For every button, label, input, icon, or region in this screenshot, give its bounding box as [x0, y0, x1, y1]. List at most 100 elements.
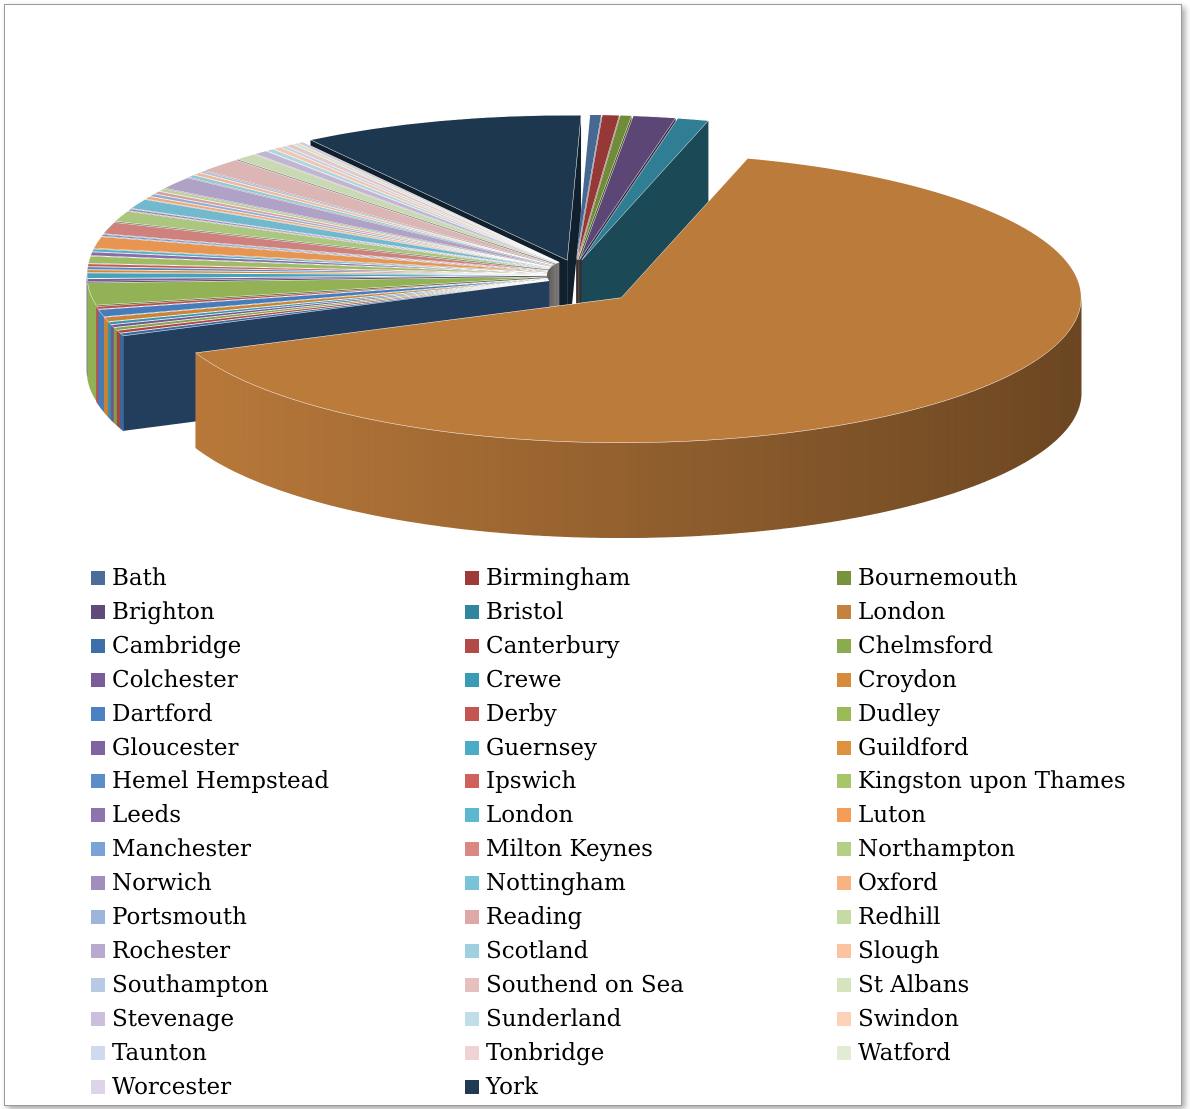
legend-swatch [465, 910, 479, 924]
legend-swatch [91, 740, 105, 755]
legend-label: Bournemouth [858, 565, 1018, 591]
legend-item: London [465, 800, 573, 830]
legend-label: Brighton [112, 598, 215, 625]
legend-item: Worcester [91, 1072, 231, 1102]
legend-swatch [91, 977, 105, 992]
pie-chart [86, 114, 1082, 539]
legend-item: Manchester [91, 834, 251, 864]
legend-swatch [91, 774, 105, 789]
legend-label: Gloucester [112, 734, 239, 761]
legend-label: Scotland [486, 937, 589, 964]
legend-swatch [91, 672, 105, 687]
legend-label: London [858, 598, 946, 625]
legend-label: Bath [112, 565, 167, 591]
legend-item: Ipswich [465, 766, 576, 796]
legend-swatch [91, 706, 105, 721]
legend-label: Northampton [858, 836, 1016, 863]
legend-swatch [465, 842, 479, 857]
legend-label: Norwich [112, 870, 212, 897]
legend-swatch [837, 876, 851, 891]
legend-swatch [837, 571, 851, 585]
legend-item: Oxford [837, 868, 938, 898]
legend-swatch [91, 571, 105, 585]
legend-swatch [91, 842, 105, 857]
legend-label: Southend on Sea [486, 971, 684, 998]
legend-swatch [465, 808, 479, 823]
legend-swatch [465, 1045, 479, 1060]
legend-item: Leeds [91, 800, 181, 830]
legend-label: Guernsey [486, 734, 598, 761]
legend-swatch [465, 604, 479, 619]
legend-item: Watford [837, 1038, 951, 1068]
legend-swatch [465, 943, 479, 958]
legend-item: Birmingham [465, 563, 630, 593]
legend-swatch [837, 774, 851, 789]
legend-item: Scotland [465, 936, 588, 966]
legend-label: York [486, 1073, 538, 1100]
legend-label: Hemel Hempstead [112, 768, 330, 795]
legend-swatch [91, 876, 105, 891]
legend-item: Colchester [91, 665, 238, 695]
legend-swatch [91, 1079, 105, 1094]
legend-swatch [465, 876, 479, 891]
legend-item: Stevenage [91, 1004, 234, 1034]
legend-swatch [837, 943, 851, 958]
legend-item: Bristol [465, 597, 564, 627]
legend-label: Derby [486, 700, 557, 727]
legend-label: Bristol [486, 598, 564, 625]
legend-swatch [91, 943, 105, 958]
legend-item: Cambridge [91, 631, 241, 661]
legend-item: Bath [91, 563, 167, 593]
legend-item: Rochester [91, 936, 230, 966]
legend-label: Manchester [112, 836, 252, 863]
legend-label: Canterbury [486, 632, 620, 659]
legend-label: Reading [486, 904, 583, 930]
legend-swatch [837, 977, 851, 992]
legend-swatch [837, 740, 851, 755]
legend-label: Swindon [858, 1005, 959, 1032]
legend-swatch [837, 910, 851, 924]
legend-item: Canterbury [465, 631, 620, 661]
legend-swatch [91, 1045, 105, 1060]
legend-label: Chelmsford [858, 632, 994, 659]
legend-item: Derby [465, 699, 557, 729]
legend-swatch [465, 1011, 479, 1026]
legend-label: Luton [858, 802, 926, 829]
legend-item: Tonbridge [465, 1038, 604, 1068]
legend-item: Portsmouth [91, 902, 247, 932]
legend-label: Kingston upon Thames [858, 768, 1126, 795]
legend-label: Ipswich [486, 768, 577, 795]
legend-swatch [837, 842, 851, 857]
legend-label: Colchester [112, 666, 238, 693]
legend-swatch [837, 706, 851, 721]
legend-swatch [465, 638, 479, 653]
legend-swatch [837, 638, 851, 653]
legend-swatch [837, 1045, 851, 1060]
legend-item: York [465, 1072, 538, 1102]
legend-swatch [465, 1079, 479, 1094]
legend-item: Hemel Hempstead [91, 766, 329, 796]
legend-item: Dudley [837, 699, 940, 729]
legend-item: Redhill [837, 902, 941, 932]
legend-swatch [465, 672, 479, 687]
legend-label: Sunderland [486, 1005, 622, 1032]
legend-item: Swindon [837, 1004, 959, 1034]
legend-swatch [465, 571, 479, 585]
legend-item: Croydon [837, 665, 957, 695]
legend-label: Dudley [858, 700, 940, 727]
legend-item: Reading [465, 902, 582, 932]
legend-swatch [837, 1011, 851, 1026]
legend-item: Guernsey [465, 733, 597, 763]
legend-item: Southend on Sea [465, 970, 684, 1000]
legend-label: Croydon [858, 666, 957, 693]
legend-item: Bournemouth [837, 563, 1018, 593]
legend-item: Gloucester [91, 733, 239, 763]
legend-swatch [465, 774, 479, 789]
legend-swatch [837, 808, 851, 823]
legend-label: Nottingham [486, 870, 626, 897]
legend-label: Tonbridge [486, 1039, 605, 1066]
pie-slice-4 [581, 117, 709, 356]
pie-slice-5 [195, 158, 1082, 539]
legend-label: Southampton [112, 971, 269, 998]
legend-swatch [91, 808, 105, 823]
